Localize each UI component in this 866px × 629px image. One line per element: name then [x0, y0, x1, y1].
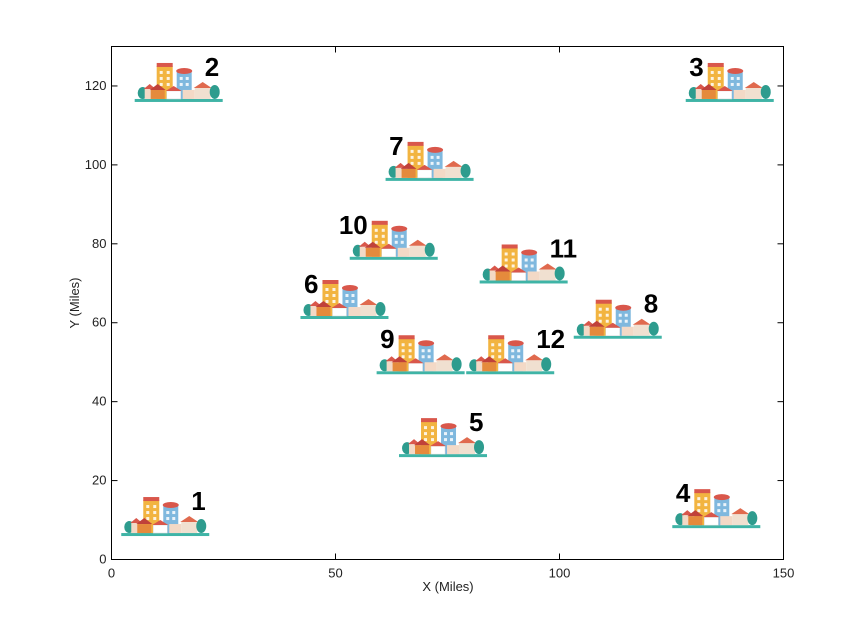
plot-area [111, 46, 784, 560]
city-label: 4 [676, 478, 691, 508]
y-tick-label: 60 [92, 315, 106, 330]
x-axis: 0 50 100 150 [108, 46, 795, 581]
y-tick-label: 40 [92, 394, 106, 409]
city-label: 5 [469, 407, 483, 437]
city-point-7: 7 [385, 131, 475, 182]
x-tick-label: 150 [773, 566, 795, 581]
x-tick-label: 100 [549, 566, 571, 581]
city-point-5: 5 [398, 407, 488, 458]
x-axis-title: X (Miles) [422, 579, 473, 594]
city-label: 9 [380, 324, 394, 354]
y-tick-label: 120 [85, 78, 107, 93]
city-label: 10 [339, 210, 368, 240]
city-point-8: 8 [573, 289, 663, 340]
city-label: 7 [389, 131, 403, 161]
city-label: 8 [644, 289, 658, 319]
city-label: 3 [689, 52, 703, 82]
y-axis: 0 20 40 60 80 100 120 [85, 78, 784, 567]
city-point-12: 12 [465, 324, 565, 375]
y-axis-title: Y (Miles) [67, 277, 82, 328]
city-point-6: 6 [299, 269, 389, 320]
city-point-3: 3 [685, 52, 775, 103]
x-tick-label: 0 [108, 566, 115, 581]
y-tick-label: 0 [99, 552, 106, 567]
city-point-11: 11 [479, 233, 578, 284]
city-label: 2 [205, 52, 219, 82]
city-label: 1 [191, 486, 205, 516]
city-label: 12 [536, 324, 565, 354]
y-tick-label: 20 [92, 473, 106, 488]
city-point-2: 2 [134, 52, 224, 103]
x-tick-label: 50 [328, 566, 342, 581]
city-point-1: 1 [120, 486, 210, 537]
city-label: 6 [304, 269, 318, 299]
city-point-4: 4 [671, 478, 761, 529]
city-label: 11 [550, 233, 578, 263]
city-point-10: 10 [339, 210, 439, 261]
city-point-9: 9 [376, 324, 466, 375]
y-tick-label: 100 [85, 157, 107, 172]
y-tick-label: 80 [92, 236, 106, 251]
